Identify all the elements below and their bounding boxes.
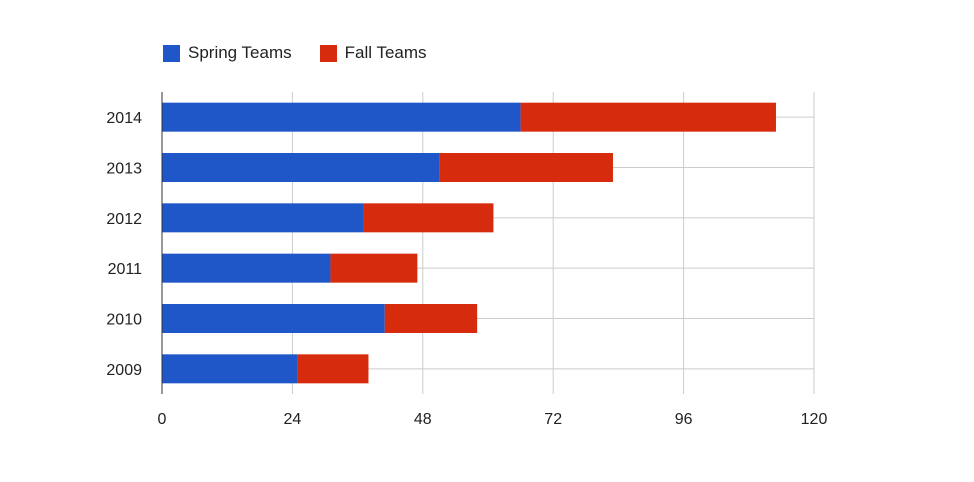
bar-fall-2014 xyxy=(520,102,776,132)
bar-fall-2012 xyxy=(363,203,494,233)
legend-item-fall: Fall Teams xyxy=(319,43,427,63)
legend-swatch-spring xyxy=(163,44,180,62)
bar-fall-2009 xyxy=(297,354,369,384)
legend-item-spring: Spring Teams xyxy=(163,43,292,63)
y-tick-label-2014: 2014 xyxy=(106,110,142,127)
x-tick-label-0: 0 xyxy=(158,411,167,428)
bar-spring-2010 xyxy=(162,304,385,333)
legend: Spring Teams Fall Teams xyxy=(163,43,427,63)
legend-swatch-fall xyxy=(319,44,337,62)
y-tick-label-2011: 2011 xyxy=(108,261,143,278)
y-tick-label-2012: 2012 xyxy=(106,211,142,228)
bar-fall-2010 xyxy=(384,304,478,333)
bar-spring-2014 xyxy=(162,102,521,132)
x-tick-label-72: 72 xyxy=(544,411,562,428)
y-tick-label-2010: 2010 xyxy=(106,312,142,329)
y-tick-label-2009: 2009 xyxy=(106,362,142,379)
bar-spring-2013 xyxy=(162,153,440,182)
x-tick-label-48: 48 xyxy=(414,411,432,428)
bar-spring-2011 xyxy=(162,253,331,283)
bar-spring-2012 xyxy=(162,203,364,233)
legend-label-fall: Fall Teams xyxy=(344,43,427,62)
x-tick-label-24: 24 xyxy=(284,411,302,428)
x-tick-label-96: 96 xyxy=(675,411,693,428)
bar-spring-2009 xyxy=(162,354,298,384)
legend-label-spring: Spring Teams xyxy=(188,43,292,62)
bar-fall-2011 xyxy=(330,253,418,283)
bar-fall-2013 xyxy=(439,153,613,182)
x-tick-label-120: 120 xyxy=(801,411,828,428)
y-tick-label-2013: 2013 xyxy=(106,161,142,178)
